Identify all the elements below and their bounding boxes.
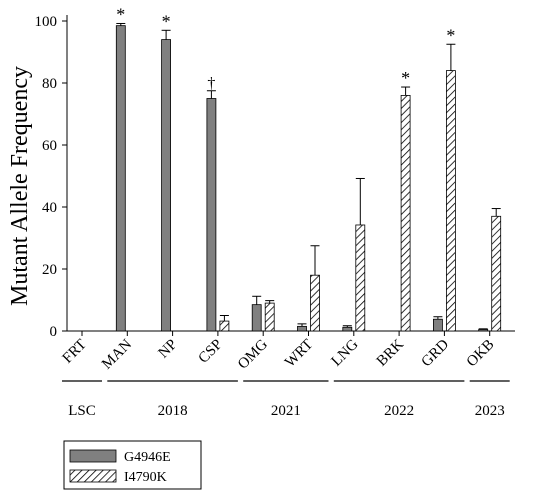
plot-area: 0 20 40 60 80 100 FRT MAN NP CSP OMG WRT LNG BRK GRD OK… xyxy=(35,4,515,419)
y-tick-label: 80 xyxy=(42,76,57,92)
group-label: 2022 xyxy=(384,403,414,419)
y-tick-label: 100 xyxy=(35,14,58,30)
bar xyxy=(342,326,353,332)
bar xyxy=(206,98,217,332)
legend-label: I4790K xyxy=(124,470,167,485)
significance-marker: * xyxy=(116,4,125,24)
x-tick-label: WRT xyxy=(282,337,316,371)
bar xyxy=(432,318,443,332)
bar xyxy=(445,70,456,332)
bar xyxy=(264,302,275,332)
significance-marker: * xyxy=(162,11,171,31)
legend-label: G4946E xyxy=(124,450,171,465)
bar xyxy=(115,25,126,332)
x-tick-label: FRT xyxy=(60,337,90,367)
bar xyxy=(297,325,307,332)
bar xyxy=(161,39,172,332)
x-tick-label: CSP xyxy=(196,337,226,367)
significance-marker: * xyxy=(401,68,410,88)
bar xyxy=(355,224,366,332)
x-tick-label: GRD xyxy=(419,336,453,370)
x-tick-label: LNG xyxy=(329,336,362,369)
y-tick-label: 60 xyxy=(42,138,57,154)
x-tick-label: NP xyxy=(156,337,181,362)
x-tick-label: OMG xyxy=(235,336,271,372)
bar xyxy=(219,320,230,332)
y-tick-label: 0 xyxy=(50,324,58,340)
bar xyxy=(310,274,320,332)
bar xyxy=(491,215,502,332)
x-tick-label: OKB xyxy=(464,337,498,371)
group-label: 2018 xyxy=(158,403,188,419)
group-label: 2023 xyxy=(475,403,505,419)
legend-swatch xyxy=(69,449,117,463)
legend: G4946E I4790K xyxy=(63,440,202,490)
x-tick-label: BRK xyxy=(374,336,407,369)
bar xyxy=(478,329,489,332)
x-tick-label: MAN xyxy=(99,336,135,372)
bar xyxy=(400,95,411,332)
y-tick-label: 40 xyxy=(42,200,57,216)
group-label: LSC xyxy=(68,403,96,419)
legend-swatch xyxy=(69,469,117,483)
y-axis-label: Mutant Allele Frequency xyxy=(7,66,33,306)
significance-marker: * xyxy=(446,25,455,45)
bar xyxy=(251,304,262,332)
group-label: 2021 xyxy=(271,403,301,419)
y-tick-label: 20 xyxy=(42,262,57,278)
significance-marker: † xyxy=(207,75,215,92)
